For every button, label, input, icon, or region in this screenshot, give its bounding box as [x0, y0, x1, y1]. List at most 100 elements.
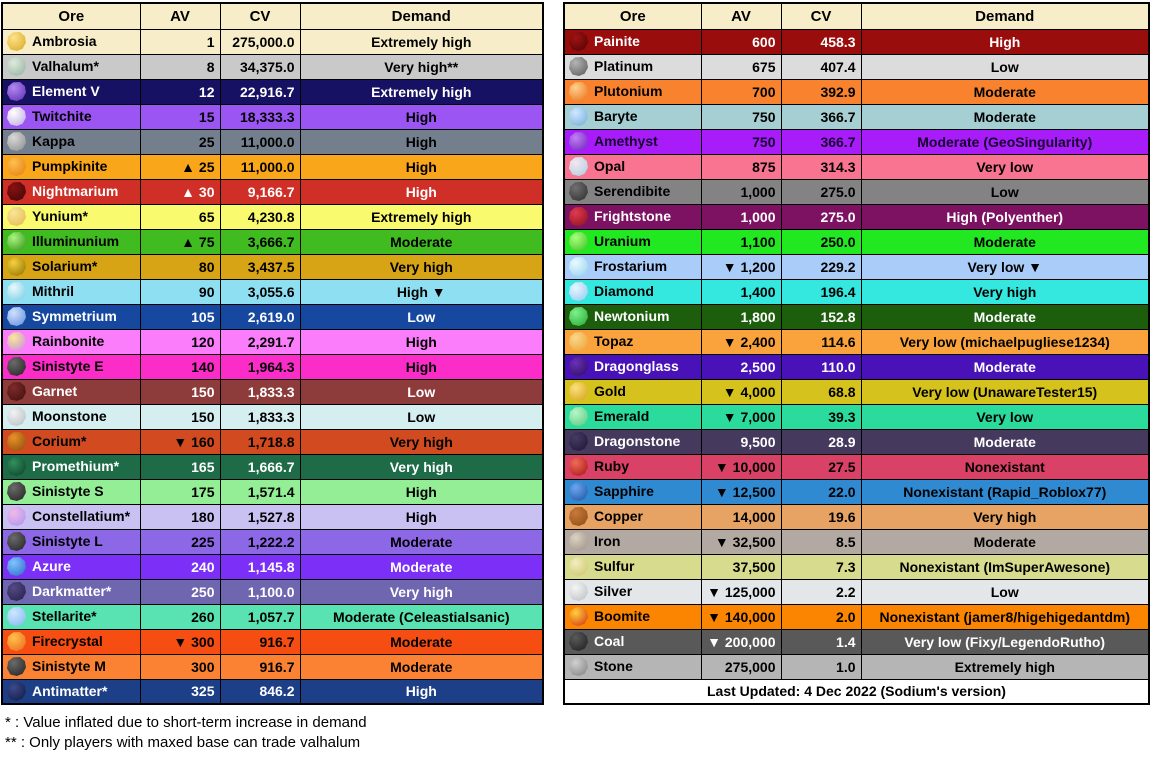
twitchite-icon — [7, 107, 26, 126]
footnote-double-asterisk: ** : Only players with maxed base can tr… — [5, 734, 361, 751]
av-value: ▲ 25 — [139, 153, 221, 180]
cv-value: 1,222.2 — [219, 528, 301, 555]
table-row: Antimatter* 325 846.2 High — [1, 678, 544, 705]
av-value: 1,100 — [700, 228, 782, 255]
table-row: Firecrystal ▼ 300 916.7 Moderate — [1, 628, 544, 655]
cv-value: 1,833.3 — [219, 403, 301, 430]
table-row: Corium* ▼ 160 1,718.8 Very high — [1, 428, 544, 455]
ore-name-cell: Corium* — [1, 428, 141, 455]
table-row: Coal ▼ 200,000 1.4 Very low (Fixy/LegendoRu… — [563, 628, 1150, 655]
demand-value: High — [299, 503, 544, 530]
demand-value: Extremely high — [860, 653, 1150, 680]
column-header-av: AV — [700, 2, 782, 30]
ore-name-cell: Uranium — [563, 228, 702, 255]
av-value: ▼ 200,000 — [700, 628, 782, 655]
firecrystal-icon — [7, 632, 26, 651]
cv-value: 1,057.7 — [219, 603, 301, 630]
demand-value: High — [860, 28, 1150, 55]
ore-name-cell: Sinistyte M — [1, 653, 141, 680]
ore-name-cell: Ambrosia — [1, 28, 141, 55]
ore-name: Solarium* — [32, 258, 98, 274]
boomite-icon — [569, 607, 588, 626]
ore-name: Diamond — [594, 283, 654, 299]
constellatium-icon — [7, 507, 26, 526]
ore-name: Stellarite* — [32, 608, 97, 624]
table-row: Serendibite 1,000 275.0 Low — [563, 178, 1150, 205]
table-row: Ruby ▼ 10,000 27.5 Nonexistant — [563, 453, 1150, 480]
table-row: Plutonium 700 392.9 Moderate — [563, 78, 1150, 105]
table-row: Frightstone 1,000 275.0 High (Polyenther) — [563, 203, 1150, 230]
ore-name: Darkmatter* — [32, 583, 112, 599]
cv-value: 27.5 — [780, 453, 862, 480]
av-value: 875 — [700, 153, 782, 180]
cv-value: 2,291.7 — [219, 328, 301, 355]
cv-value: 114.6 — [780, 328, 862, 355]
cv-value: 314.3 — [780, 153, 862, 180]
demand-value: Extremely high — [299, 203, 544, 230]
ore-name: Antimatter* — [32, 682, 108, 699]
column-header-demand: Demand — [299, 2, 544, 30]
cv-value: 1,833.3 — [219, 378, 301, 405]
kappa-icon — [7, 132, 26, 151]
ore-name-cell: Silver — [563, 578, 702, 605]
mithril-icon — [7, 282, 26, 301]
ore-table-right: Ore AV CV Demand Painite 600 458.3 High Platinum… — [563, 2, 1150, 705]
av-value: 240 — [139, 553, 221, 580]
av-value: 700 — [700, 78, 782, 105]
ore-name-cell: Pumpkinite — [1, 153, 141, 180]
table-row: Azure 240 1,145.8 Moderate — [1, 553, 544, 580]
table-row: Newtonium 1,800 152.8 Moderate — [563, 303, 1150, 330]
av-value: 105 — [139, 303, 221, 330]
column-header-av: AV — [139, 2, 221, 30]
sapphire-icon — [569, 482, 588, 501]
av-value: 150 — [139, 403, 221, 430]
demand-value: Very high — [299, 453, 544, 480]
demand-value: Low — [860, 53, 1150, 80]
ore-name-cell: Sinistyte S — [1, 478, 141, 505]
ore-name: Sulfur — [594, 558, 635, 574]
table-row: Valhalum* 8 34,375.0 Very high** — [1, 53, 544, 80]
ruby-icon — [569, 457, 588, 476]
demand-value: Moderate — [860, 303, 1150, 330]
dragonstone-icon — [569, 432, 588, 451]
copper-icon — [569, 507, 588, 526]
table-row: Pumpkinite ▲ 25 11,000.0 High — [1, 153, 544, 180]
table-row: Symmetrium 105 2,619.0 Low — [1, 303, 544, 330]
av-value: 1,000 — [700, 203, 782, 230]
ore-name-cell: Emerald — [563, 403, 702, 430]
av-value: 1,000 — [700, 178, 782, 205]
cv-value: 846.2 — [219, 678, 301, 705]
av-value: ▼ 1,200 — [700, 253, 782, 280]
table-row: Sinistyte S 175 1,571.4 High — [1, 478, 544, 505]
demand-value: Very high — [299, 253, 544, 280]
av-value: 8 — [139, 53, 221, 80]
cv-value: 68.8 — [780, 378, 862, 405]
ore-name: Baryte — [594, 108, 638, 124]
ore-name-cell: Solarium* — [1, 253, 141, 280]
table-row: Stellarite* 260 1,057.7 Moderate (Celeastia… — [1, 603, 544, 630]
av-value: ▼ 10,000 — [700, 453, 782, 480]
demand-value: Moderate — [860, 228, 1150, 255]
solarium-icon — [7, 257, 26, 276]
ore-name: Frostarium — [594, 258, 668, 274]
cv-value: 196.4 — [780, 278, 862, 305]
table-row: Constellatium* 180 1,527.8 High — [1, 503, 544, 530]
ore-name: Kappa — [32, 133, 75, 149]
demand-value: Moderate — [299, 553, 544, 580]
cv-value: 28.9 — [780, 428, 862, 455]
ore-name: Twitchite — [32, 108, 92, 124]
cv-value: 275.0 — [780, 178, 862, 205]
av-value: 175 — [139, 478, 221, 505]
cv-value: 11,000.0 — [219, 153, 301, 180]
av-value: 12 — [139, 78, 221, 105]
av-value: 750 — [700, 128, 782, 155]
cv-value: 1,666.7 — [219, 453, 301, 480]
dragonglass-icon — [569, 357, 588, 376]
ore-name: Painite — [594, 33, 640, 49]
coal-icon — [569, 632, 588, 651]
demand-value: Low — [299, 403, 544, 430]
ore-name-cell: Plutonium — [563, 78, 702, 105]
ore-name-cell: Frostarium — [563, 253, 702, 280]
demand-value: High — [299, 103, 544, 130]
